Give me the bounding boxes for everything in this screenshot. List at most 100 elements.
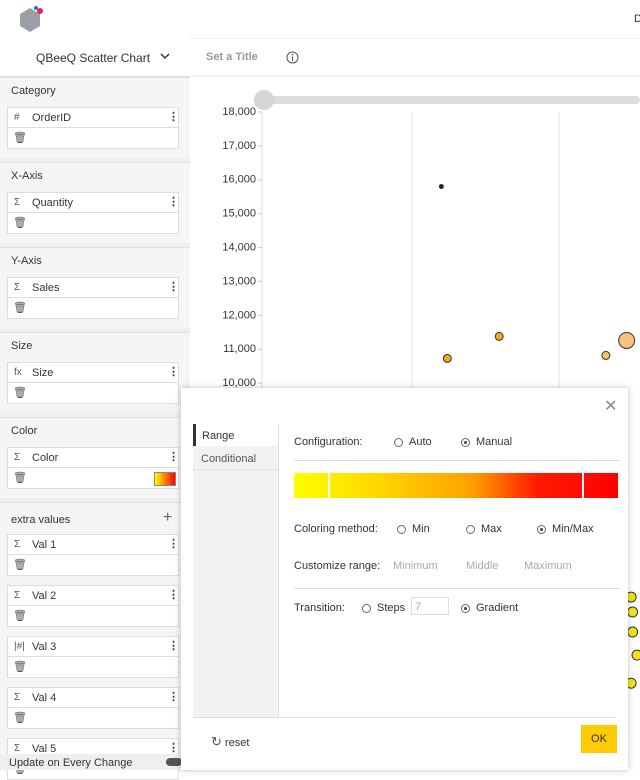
range-input[interactable]: Middle [466,560,499,572]
field-icon: Σ [14,452,21,463]
chart-selector[interactable]: QBeeQ Scatter Chart [0,38,190,77]
field-name: Size [32,367,54,379]
field[interactable]: Σ Quantity ⋮ [7,192,179,213]
trash-icon[interactable]: 🗑 [13,217,27,229]
tabs: Range Conditional [193,424,278,718]
radio-option[interactable]: Manual [461,436,512,448]
title-placeholder[interactable]: Set a Title [206,51,258,63]
field-name: Val 1 [32,539,57,551]
trash-icon[interactable]: 🗑 [13,302,27,314]
radio[interactable] [537,525,546,534]
gradient-bar[interactable] [294,473,618,498]
radio[interactable] [362,604,371,613]
field-name: Val 5 [32,743,57,755]
field-icon: |#| [14,641,25,652]
more[interactable]: ⋮ [168,196,179,208]
radio-option[interactable]: Gradient [461,602,518,614]
color-chip[interactable] [154,472,176,486]
color-dialog: ✕ Range Conditional Configuration: Auto Ma… [181,388,628,770]
field[interactable]: Σ Val 4 ⋮ [7,687,179,708]
field-name: Val 4 [32,692,57,704]
radio-option[interactable]: Steps [362,602,405,614]
more[interactable]: ⋮ [168,691,179,703]
tab-conditional[interactable]: Conditional [193,447,278,470]
field-icon: Σ [14,692,21,703]
field[interactable]: fx Size ⋮ [7,362,179,383]
close-button[interactable]: ✕ [604,398,618,415]
radio-label: Steps [377,602,406,614]
trash-row: 🗑 [7,656,179,678]
field[interactable]: Σ Color ⋮ [7,447,179,468]
ok-button[interactable]: OK [581,725,617,753]
tab-label: Conditional [201,453,257,465]
reset-label: reset [224,737,250,749]
range-panel: Configuration: Auto Manual Coloring method:… [294,388,619,718]
field[interactable]: # OrderID ⋮ [7,107,179,128]
section-title: extra values [11,514,71,526]
radio-option[interactable]: Min [397,523,430,535]
radio-label: Auto [409,436,432,448]
section-title: Category [11,85,56,97]
field[interactable]: |#| Val 3 ⋮ [7,636,179,657]
section-title: Y-Axis [11,255,42,267]
trash-row: 🗑 [7,554,179,576]
radio[interactable] [461,604,470,613]
info-icon[interactable] [286,51,299,64]
y-tick-label: 17,000 [222,140,256,152]
more[interactable]: ⋮ [168,640,179,652]
trash-icon[interactable]: 🗑 [13,559,27,571]
point [627,606,639,618]
field-icon: Σ [14,590,21,601]
trash-row: 🗑 [7,467,179,489]
point [442,353,452,363]
y-tick-label: 12,000 [222,309,256,321]
reset-button[interactable]: ↻ reset [211,734,250,749]
point [618,331,636,349]
sidebar: QBeeQ Scatter Chart Category # OrderID ⋮ 🗑 X-… [0,38,190,780]
field[interactable]: Σ Val 1 ⋮ [7,534,179,555]
topbar: D [0,0,640,39]
field-icon: Σ [14,197,21,208]
more[interactable]: ⋮ [168,366,179,378]
corner-text: D [634,13,640,25]
radio[interactable] [394,438,403,447]
radio[interactable] [461,438,470,447]
range-input[interactable]: Minimum [393,560,438,572]
point [631,649,640,661]
radio[interactable] [466,525,475,534]
radio-option[interactable]: Max [466,523,502,535]
radio-option[interactable]: Min/Max [537,523,594,535]
range-label: Customize range: [294,560,381,572]
trash-icon[interactable]: 🗑 [13,132,27,144]
more[interactable]: ⋮ [168,589,179,601]
more[interactable]: ⋮ [168,742,179,754]
field[interactable]: Σ Val 2 ⋮ [7,585,179,606]
more[interactable]: ⋮ [168,451,179,463]
trash-icon[interactable]: 🗑 [13,661,27,673]
field-name: Color [32,452,59,464]
tab-label: Range [202,430,235,442]
more[interactable]: ⋮ [168,111,179,123]
more[interactable]: ⋮ [168,538,179,550]
field-name: Val 2 [32,590,57,602]
radio-option[interactable]: Auto [394,436,432,448]
trash-row: 🗑 [7,382,179,404]
trash-icon[interactable]: 🗑 [13,472,27,484]
y-tick-label: 13,000 [222,275,256,287]
chart-name: QBeeQ Scatter Chart [36,51,151,65]
range-input[interactable]: Maximum [524,560,572,572]
point [438,184,444,190]
toggle[interactable] [166,758,182,766]
more[interactable]: ⋮ [168,281,179,293]
trash-icon[interactable]: 🗑 [13,387,27,399]
logo [20,6,43,32]
add-button[interactable]: + [163,509,173,526]
tab-range[interactable]: Range [193,424,278,446]
y-tick-label: 15,000 [222,208,256,220]
trash-icon[interactable]: 🗑 [13,610,27,622]
field[interactable]: Σ Sales ⋮ [7,277,179,298]
steps-input[interactable]: 7 [411,597,449,615]
trash-icon[interactable]: 🗑 [13,712,27,724]
radio[interactable] [397,525,406,534]
